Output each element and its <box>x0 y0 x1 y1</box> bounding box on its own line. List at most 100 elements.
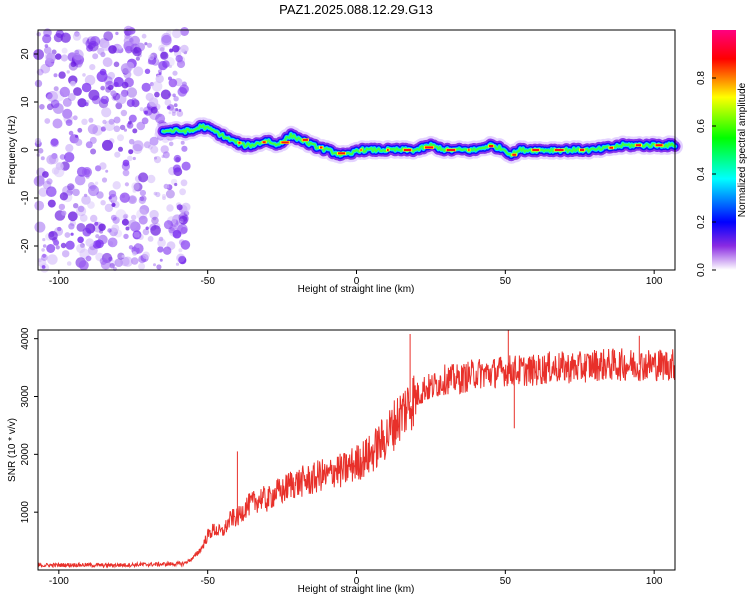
noise-blob <box>128 245 134 250</box>
noise-blob <box>65 240 75 250</box>
noise-blob <box>139 189 146 197</box>
noise-blob <box>175 224 184 232</box>
noise-blob <box>132 143 143 155</box>
noise-blob <box>63 152 75 163</box>
noise-blob <box>94 181 99 185</box>
noise-blob <box>65 144 74 153</box>
noise-blob <box>62 108 73 119</box>
noise-blob <box>42 238 46 242</box>
colorbar-gradient <box>712 30 736 270</box>
noise-blob <box>181 161 191 171</box>
noise-blob <box>59 86 70 98</box>
noise-blob <box>149 136 159 146</box>
noise-blob <box>176 204 183 211</box>
noise-blob <box>147 60 152 65</box>
noise-blob <box>114 258 124 268</box>
noise-blob <box>165 189 175 199</box>
noise-blob <box>87 124 98 135</box>
noise-blob <box>135 56 140 61</box>
noise-blob <box>121 218 129 226</box>
noise-blob <box>162 194 166 198</box>
colorbar: 0.0 0.2 0.4 0.6 0.8 Normalized spectral ampl… <box>696 30 748 277</box>
noise-blob <box>59 192 68 201</box>
noise-blob <box>118 45 123 50</box>
noise-blob <box>77 236 84 244</box>
noise-blob <box>128 114 137 123</box>
noise-blob <box>43 46 52 55</box>
noise-blob <box>151 216 159 225</box>
noise-blob <box>111 202 116 207</box>
noise-blob <box>164 99 172 106</box>
noise-blob <box>53 86 59 92</box>
noise-blob <box>123 128 127 132</box>
noise-blob <box>36 32 41 37</box>
noise-blob <box>127 219 138 230</box>
snr-series-line <box>37 348 675 569</box>
noise-blob <box>67 183 75 191</box>
noise-blob <box>39 104 45 110</box>
noise-blob <box>119 124 126 131</box>
noise-blob <box>178 108 182 112</box>
noise-blob <box>48 230 58 241</box>
noise-blob <box>96 191 104 199</box>
noise-blob <box>102 119 107 125</box>
spectrogram-trace <box>155 117 683 164</box>
noise-blob <box>94 221 99 226</box>
noise-blob <box>172 70 178 76</box>
noise-blob <box>135 243 141 249</box>
noise-blob <box>76 223 86 232</box>
spectrogram-x-label: Height of straight line (km) <box>298 284 415 295</box>
noise-blob <box>132 128 138 134</box>
noise-blob <box>113 125 121 133</box>
snr-y-ticks: 1000 2000 3000 4000 <box>20 327 38 523</box>
snr-y-label: SNR (10 * v/v) <box>7 418 18 482</box>
noise-blob <box>41 248 45 252</box>
noise-blob <box>81 167 92 178</box>
noise-blob <box>92 53 99 60</box>
noise-blob <box>172 93 176 98</box>
noise-blob <box>72 115 78 121</box>
noise-blob <box>179 188 187 196</box>
noise-blob <box>179 218 184 223</box>
noise-blob <box>144 110 149 115</box>
figure-title: PAZ1.2025.088.12.29.G13 <box>279 2 433 17</box>
colorbar-tick-label: 0.2 <box>696 215 707 229</box>
noise-blob <box>81 82 92 93</box>
noise-blob <box>67 211 78 222</box>
noise-blob <box>74 174 86 186</box>
noise-blob <box>85 238 94 247</box>
noise-blob <box>46 154 57 165</box>
noise-blob <box>72 32 82 41</box>
noise-blob <box>158 236 164 242</box>
noise-blob <box>45 92 53 100</box>
noise-blob <box>166 204 174 212</box>
noise-blob <box>101 107 112 118</box>
noise-blob <box>127 120 132 125</box>
noise-blob <box>72 49 84 61</box>
noise-blob <box>66 261 72 266</box>
noise-blob <box>75 134 79 138</box>
noise-blob <box>100 85 106 91</box>
noise-blob <box>110 90 117 97</box>
noise-blob <box>168 64 172 68</box>
noise-blob <box>153 156 162 164</box>
y-tick-label: 20 <box>20 48 31 60</box>
noise-blob <box>34 221 46 233</box>
noise-blob <box>46 178 53 185</box>
noise-blob <box>149 209 159 220</box>
noise-blob <box>163 246 172 255</box>
noise-blob <box>108 118 115 125</box>
x-tick-label: 100 <box>646 276 663 287</box>
noise-blob <box>112 216 120 224</box>
noise-blob <box>60 242 67 249</box>
noise-blob <box>171 108 177 114</box>
noise-blob <box>180 140 185 145</box>
noise-blob <box>138 262 146 270</box>
y-tick-label: -10 <box>20 190 31 205</box>
noise-blob <box>69 220 76 227</box>
noise-blob <box>122 159 130 167</box>
noise-blob <box>42 171 49 178</box>
noise-blob <box>59 154 66 160</box>
noise-blob <box>154 156 157 160</box>
